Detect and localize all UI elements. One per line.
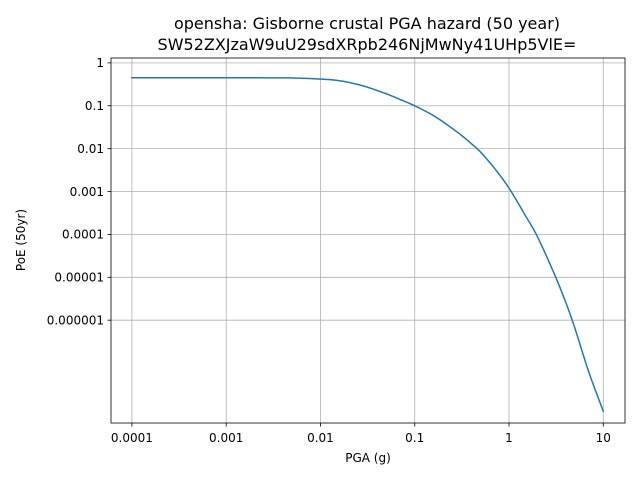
chart-title-line2: SW52ZXJzaW9uU29sdXRpb246NjMwNy41UHp5VlE=	[158, 35, 577, 54]
y-tick-label: 0.000001	[47, 313, 104, 327]
x-axis-label: PGA (g)	[345, 451, 391, 465]
x-tick-label: 0.001	[209, 431, 243, 445]
plot-area	[131, 77, 605, 413]
y-axis-label: PoE (50yr)	[14, 209, 28, 271]
y-tick-label: 0.1	[85, 99, 104, 113]
x-tick-label: 0.01	[307, 431, 334, 445]
axis-ticks: 0.0001 0.001 0.01 0.1 1 10 1 0.1 0.01 0.001 0.0001…	[47, 56, 611, 445]
y-tick-label: 1	[96, 56, 104, 70]
chart-title-line1: opensha: Gisborne crustal PGA hazard (50…	[174, 14, 560, 33]
plot-frame	[110, 57, 626, 424]
y-tick-label: 0.00001	[54, 271, 104, 285]
grid	[111, 58, 625, 423]
y-tick-label: 0.001	[70, 185, 104, 199]
y-tick-label: 0.01	[77, 142, 104, 156]
hazard-curve-line	[131, 77, 605, 413]
x-tick-label: 1	[505, 431, 513, 445]
x-tick-label: 0.0001	[111, 431, 153, 445]
x-tick-label: 10	[596, 431, 611, 445]
x-tick-label: 0.1	[405, 431, 424, 445]
y-tick-label: 0.0001	[62, 228, 104, 242]
